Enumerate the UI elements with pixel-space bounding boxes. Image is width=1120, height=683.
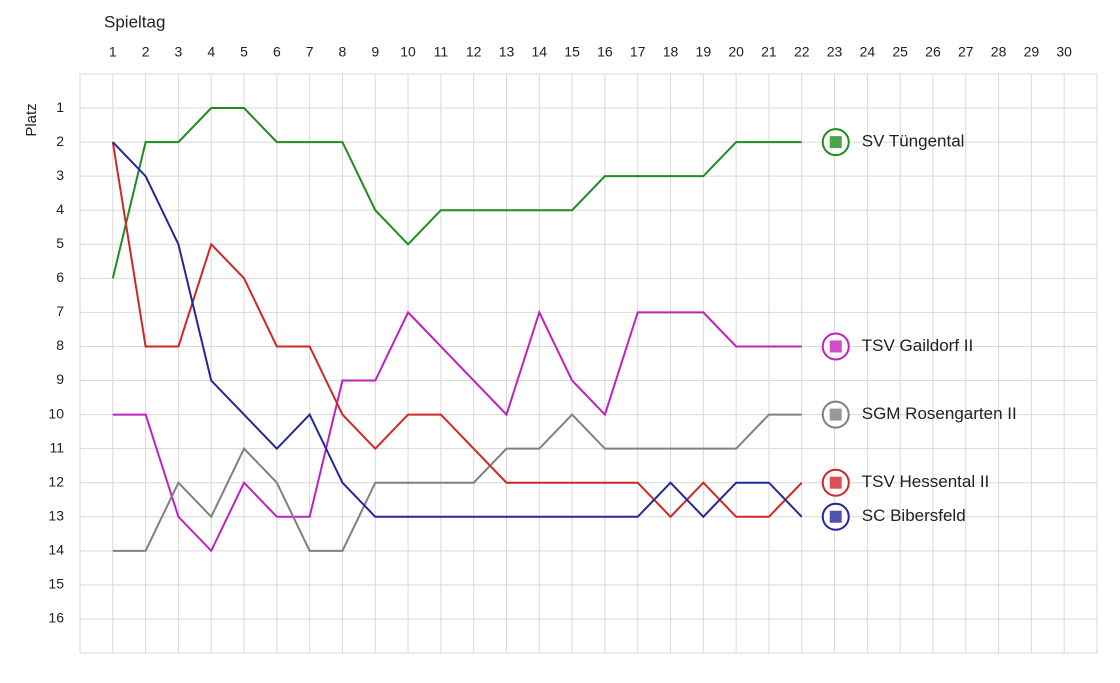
x-tick-label: 3 — [175, 44, 183, 60]
x-tick-label: 7 — [306, 44, 314, 60]
x-tick-label: 11 — [434, 44, 449, 60]
x-tick-label: 17 — [630, 44, 646, 60]
y-tick-label: 11 — [49, 439, 64, 455]
y-tick-label: 6 — [56, 269, 64, 285]
x-tick-label: 2 — [142, 44, 150, 60]
series-line — [111, 107, 802, 279]
x-tick-label: 30 — [1056, 44, 1072, 60]
team-logo-inner — [829, 408, 842, 421]
x-tick-label: 9 — [371, 44, 379, 60]
x-tick-label: 18 — [663, 44, 679, 60]
y-tick-label: 15 — [48, 576, 64, 592]
y-tick-label: 8 — [56, 337, 64, 353]
x-tick-label: 26 — [925, 44, 941, 60]
x-tick-label: 24 — [860, 44, 876, 60]
y-tick-label: 1 — [56, 99, 64, 115]
y-tick-label: 9 — [56, 371, 64, 387]
series-line — [112, 141, 803, 519]
legend-label: SC Bibersfeld — [862, 506, 966, 525]
plot-border — [79, 73, 1098, 654]
x-tick-label: 23 — [827, 44, 843, 60]
x-tick-label: 5 — [240, 44, 248, 60]
series-line — [112, 309, 802, 553]
team-logo-inner — [829, 340, 842, 353]
y-tick-label: 12 — [48, 473, 64, 489]
y-tick-label: 5 — [56, 235, 64, 251]
team-logo-inner — [829, 510, 842, 523]
legend-label: TSV Hessental II — [862, 472, 990, 491]
x-tick-label: 22 — [794, 44, 810, 60]
x-tick-label: 12 — [466, 44, 482, 60]
legend-label: SV Tüngental — [862, 132, 965, 151]
series-line — [111, 141, 803, 519]
x-tick-label: 14 — [532, 44, 548, 60]
y-axis-label: Platz — [23, 103, 40, 136]
y-tick-label: 4 — [56, 201, 64, 217]
x-tick-label: 19 — [696, 44, 712, 60]
x-tick-label: 10 — [400, 44, 416, 60]
y-tick-label: 10 — [48, 405, 64, 421]
x-tick-label: 8 — [339, 44, 347, 60]
team-logo-inner — [829, 476, 842, 489]
x-axis-label: Spieltag — [104, 12, 165, 31]
y-tick-label: 2 — [56, 133, 64, 149]
y-tick-label: 7 — [56, 303, 64, 319]
legend-label: TSV Gaildorf II — [862, 336, 973, 355]
x-tick-label: 28 — [991, 44, 1007, 60]
team-logo-inner — [829, 136, 842, 149]
x-tick-label: 29 — [1024, 44, 1040, 60]
x-tick-label: 4 — [207, 44, 215, 60]
y-tick-label: 13 — [48, 507, 64, 523]
x-tick-label: 13 — [499, 44, 515, 60]
y-tick-label: 3 — [56, 167, 64, 183]
x-tick-label: 21 — [761, 44, 777, 60]
x-tick-label: 1 — [109, 44, 117, 60]
y-tick-label: 16 — [48, 610, 64, 626]
legend-label: SGM Rosengarten II — [862, 404, 1017, 423]
x-tick-label: 20 — [728, 44, 744, 60]
series-line — [112, 413, 802, 552]
x-tick-label: 15 — [564, 44, 580, 60]
x-tick-label: 27 — [958, 44, 974, 60]
x-tick-label: 16 — [597, 44, 613, 60]
x-tick-label: 25 — [892, 44, 908, 60]
x-tick-label: 6 — [273, 44, 281, 60]
y-tick-label: 14 — [48, 542, 64, 558]
